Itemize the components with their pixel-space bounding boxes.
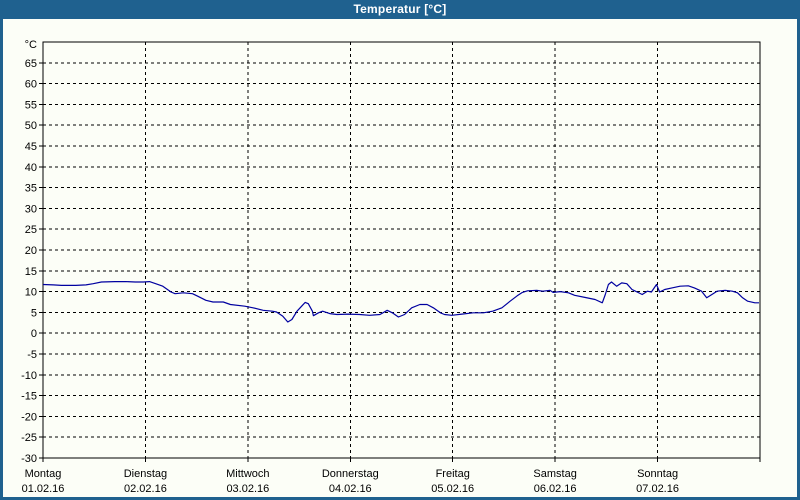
x-tick-date-label: 07.02.16 [636, 483, 679, 495]
y-tick-label: 65 [25, 58, 37, 70]
y-tick-label: 35 [25, 183, 37, 195]
temperature-chart: 65605550454035302520151050-5-10-15-20-25… [21, 39, 761, 495]
y-tick-label: -5 [27, 349, 37, 361]
title-bar: Temperatur [°C] [3, 0, 797, 19]
plot-frame [42, 41, 761, 459]
x-tick-date-label: 02.02.16 [124, 483, 167, 495]
chart-area: 65 60 55 50 45 40 35 30 25 20 15 10 5 0 -5 -10 -15 -20 -25… [3, 19, 797, 497]
x-tick-date-label: 04.02.16 [329, 483, 372, 495]
x-tick-date-label: 05.02.16 [431, 483, 474, 495]
x-tick-date-label: 01.02.16 [22, 483, 65, 495]
x-tick-day-label: Freitag [436, 468, 470, 480]
y-tick-label: -25 [21, 432, 37, 444]
y-tick-label: 50 [25, 120, 37, 132]
y-tick-label: 60 [25, 79, 37, 91]
temperature-line [42, 281, 759, 323]
y-tick-label: 40 [25, 162, 37, 174]
y-tick-label: 25 [25, 224, 37, 236]
y-tick-label: -30 [21, 453, 37, 465]
y-axis-unit-label: °C [25, 39, 37, 51]
x-tick-day-label: Sonntag [637, 468, 678, 480]
y-tick-label: 15 [25, 266, 37, 278]
y-tick-label: 20 [25, 245, 37, 257]
y-tick-label: 10 [25, 287, 37, 299]
x-tick-day-label: Mittwoch [226, 468, 269, 480]
x-tick-day-label: Donnerstag [322, 468, 379, 480]
x-tick-day-label: Samstag [533, 468, 576, 480]
x-tick-date-label: 06.02.16 [534, 483, 577, 495]
window-title: Temperatur [°C] [353, 2, 447, 16]
y-tick-label: 45 [25, 141, 37, 153]
y-tick-label: 30 [25, 203, 37, 215]
y-tick-label: -15 [21, 391, 37, 403]
x-tick-date-label: 03.02.16 [226, 483, 269, 495]
y-tick-label: -10 [21, 370, 37, 382]
x-tick-day-label: Montag [25, 468, 62, 480]
y-tick-label: 0 [31, 328, 37, 340]
y-tick-label: -20 [21, 411, 37, 423]
y-tick-label: 5 [31, 307, 37, 319]
x-tick-day-label: Dienstag [124, 468, 167, 480]
y-tick-label: 55 [25, 99, 37, 111]
